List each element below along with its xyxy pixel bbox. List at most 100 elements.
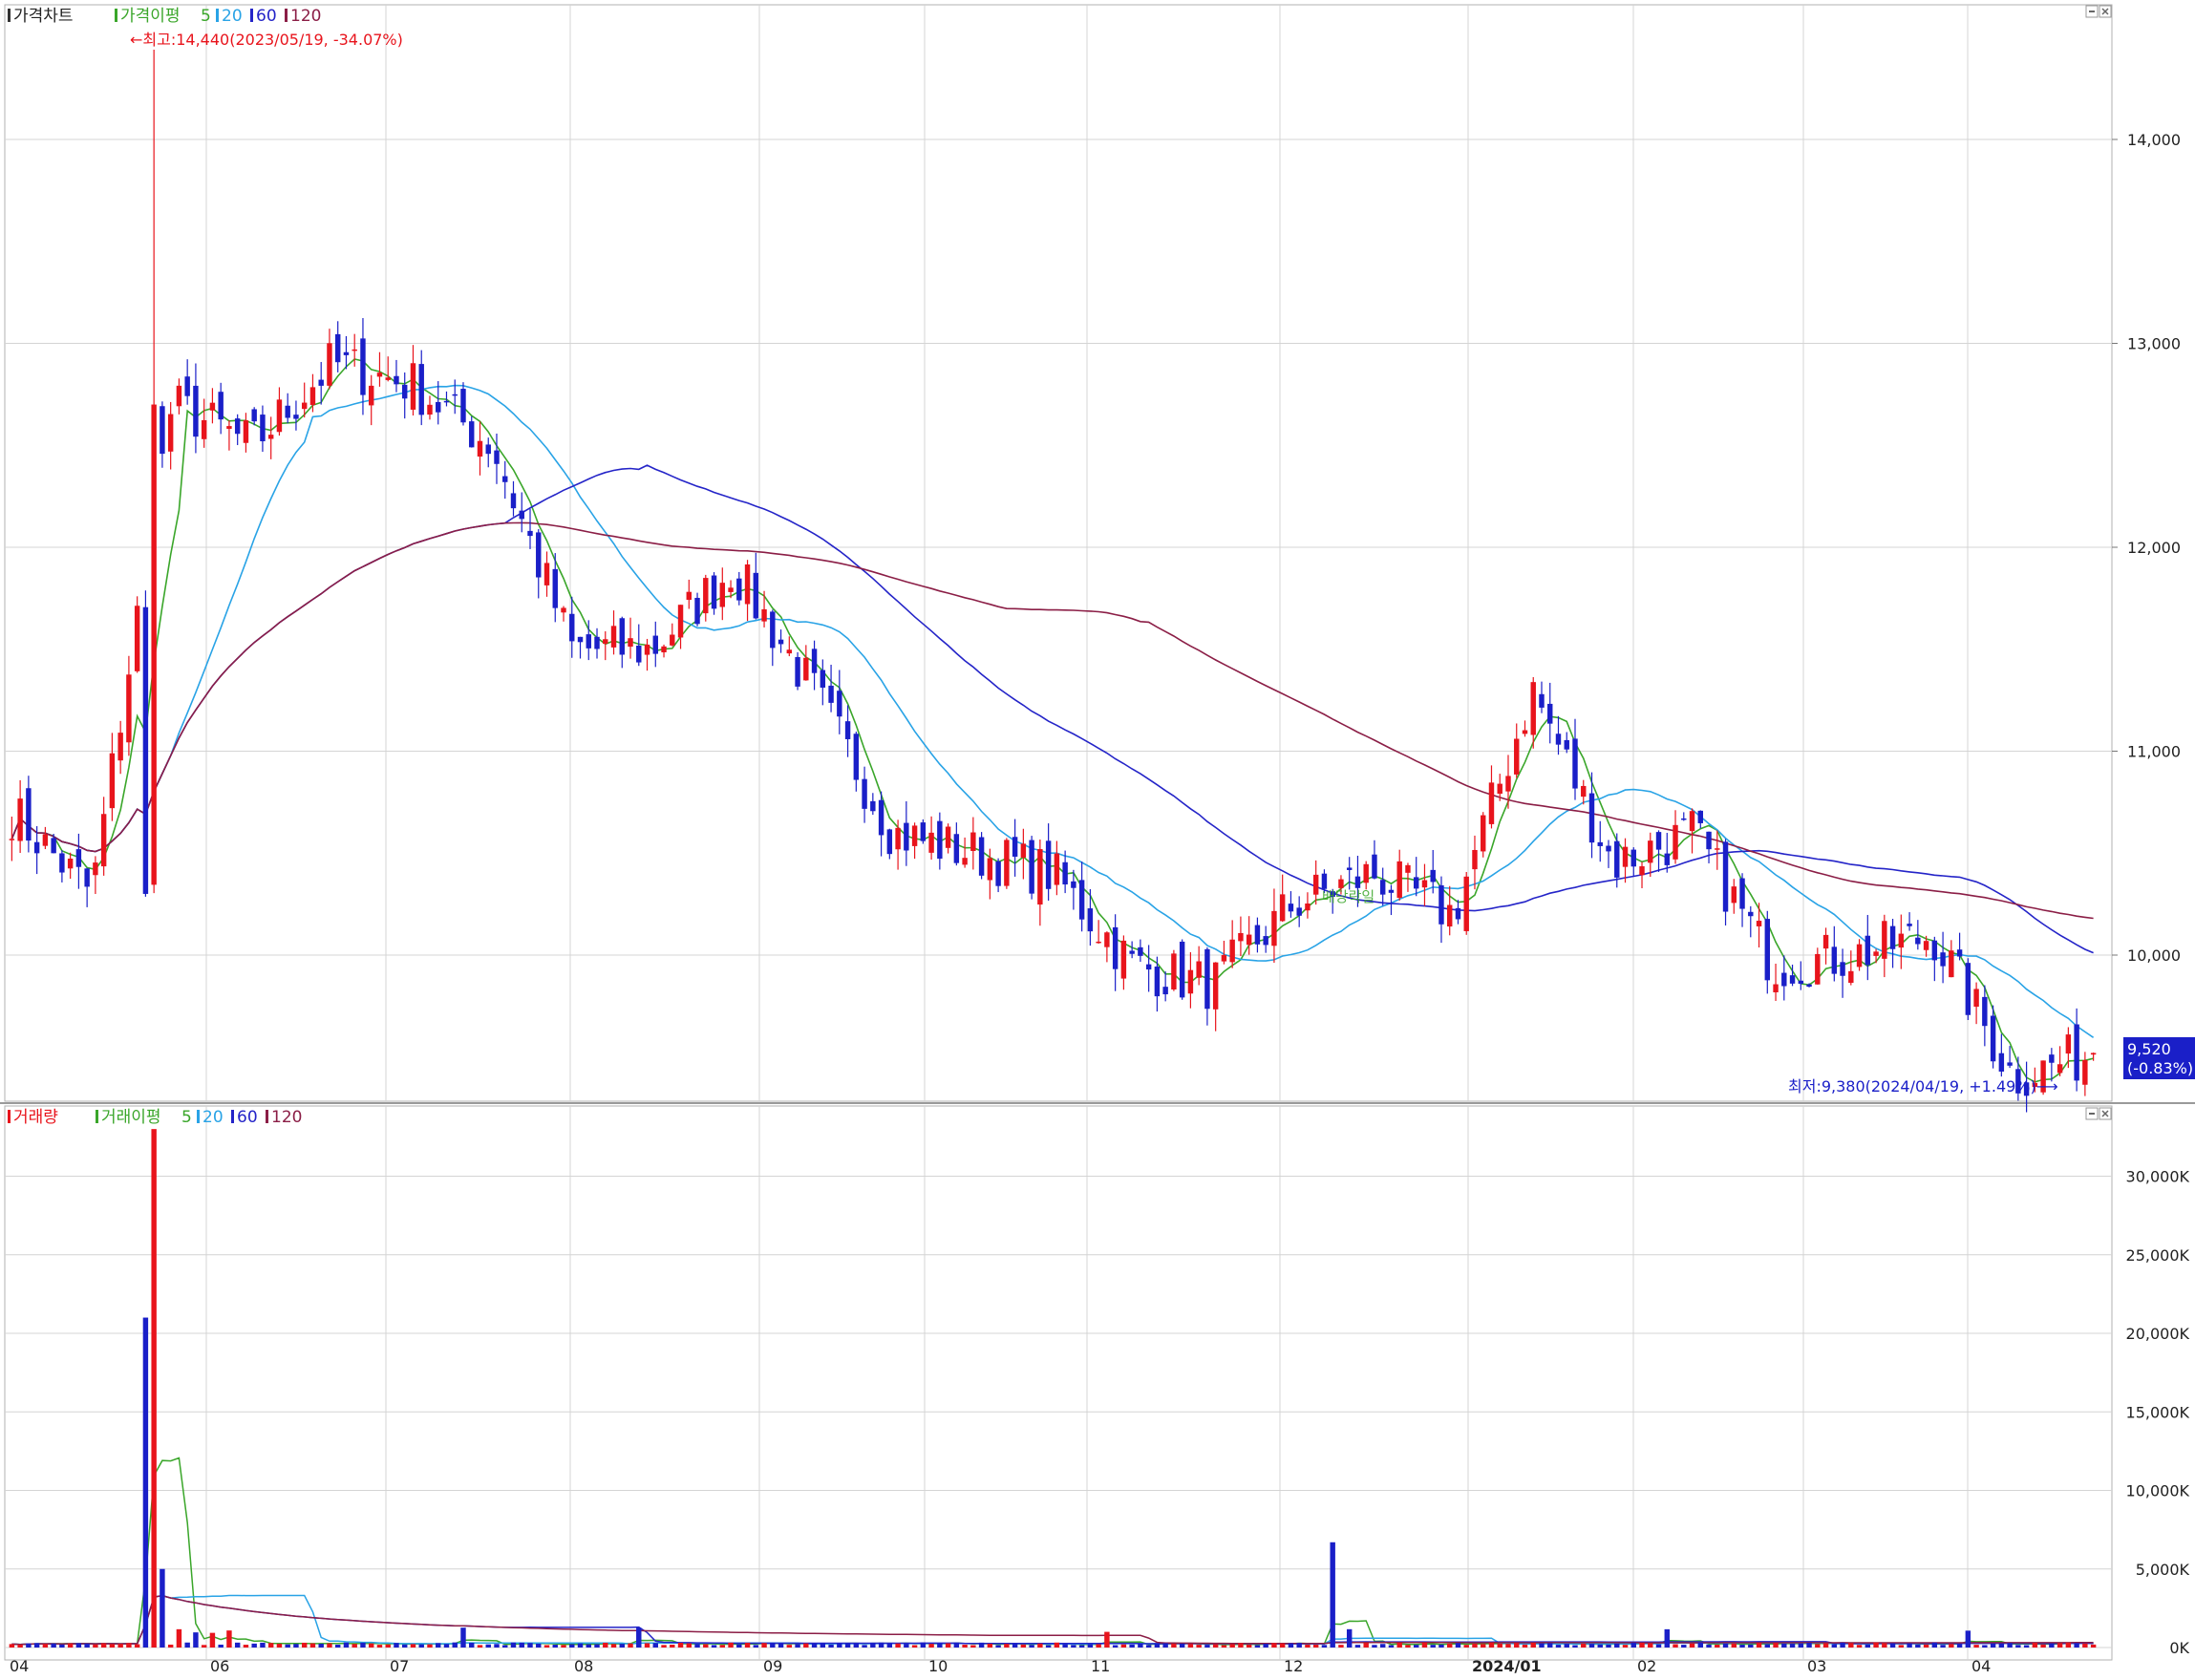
volume-bar [2074,1643,2079,1648]
candle-body [2015,1069,2021,1094]
candle-body [1179,941,1185,998]
candle-body [1305,903,1311,911]
candle-body [394,375,399,385]
candle-body [1865,935,1871,966]
candle-body [761,608,767,622]
candle-body [962,858,968,865]
volume-bar [1773,1643,1779,1648]
volume-bar [33,1643,40,1648]
volume-bar [17,1645,23,1648]
volume-legend: 거래량 거래이평 5 20 60 120 [8,1108,302,1127]
volume-bar [93,1644,98,1648]
candle-body [1689,811,1695,832]
candle-body [2074,1024,2079,1081]
candle-body [2023,1082,2030,1096]
volume-bar [1472,1644,1478,1648]
volume-bar [953,1642,960,1648]
volume-bar [2007,1643,2013,1648]
volume-bar [978,1642,985,1648]
volume-bar [1413,1645,1419,1648]
volume-bar [1597,1644,1603,1648]
candle-body [970,832,976,851]
volume-bar [285,1644,290,1648]
volume-tick-label: 15,000K [2126,1403,2190,1421]
volume-bar [84,1643,90,1648]
candle-body [1822,934,1829,949]
volume-bar [59,1644,65,1648]
candle-body [1706,831,1712,850]
candle-body [418,364,424,415]
volume-bar [209,1632,216,1648]
volume-bar [1171,1644,1177,1648]
volume-bar [1856,1645,1863,1648]
candle-body [1096,941,1101,944]
volume-bar [1681,1645,1687,1648]
volume-bar [1865,1644,1871,1648]
volume-bar [1940,1645,1946,1648]
volume-bar [519,1642,524,1648]
x-tick-label: 06 [210,1657,229,1675]
volume-bar [327,1643,332,1648]
volume-bar [1630,1642,1636,1648]
price-panel-minimize-icon[interactable] [2085,5,2099,18]
candle-body [494,450,500,464]
candle-body [1145,964,1152,970]
candle-body [628,638,633,648]
candle-body [1187,969,1194,994]
candle-body [9,839,15,840]
volume-bar [1931,1642,1938,1648]
volume-bar [904,1644,909,1648]
candle-body [527,530,533,537]
candle-body [870,800,876,812]
candle-body [1212,962,1219,1010]
candle-body [1697,810,1703,823]
candle-body [586,634,591,649]
candle-body [661,646,667,653]
price-legend-ma60: 60 [256,7,277,26]
x-tick-label: 02 [1637,1657,1656,1675]
volume-panel-minimize-icon[interactable] [2085,1107,2099,1120]
volume-bar [928,1644,934,1648]
candle-body [276,399,283,433]
candle-body [828,685,834,703]
price-tick-label: 12,000 [2127,539,2181,557]
candle-body [1898,933,1905,948]
candle-body [945,826,951,848]
candle-body [2065,1034,2072,1054]
candle-body [1372,854,1377,879]
candle-body [603,639,608,645]
candle-body [1238,932,1244,942]
volume-bar [1722,1643,1729,1648]
candle-body [736,578,742,601]
volume-bar [251,1643,257,1648]
candle-body [1764,919,1771,981]
candle-body [1078,880,1085,920]
candle-body [1522,730,1528,734]
candle-body [1438,884,1444,925]
volume-bar [1037,1643,1043,1648]
candle-body [1806,984,1812,988]
volume-bar [828,1644,834,1648]
volume-bar [1138,1643,1143,1648]
volume-bar [167,1644,174,1648]
volume-bar [1354,1645,1361,1648]
price-panel-close-icon[interactable] [2099,5,2112,18]
candle-body [703,578,709,614]
candle-body [1296,907,1302,916]
candle-body [1354,876,1361,888]
volume-bar [1179,1643,1185,1648]
volume-bar [1004,1644,1010,1648]
volume-bar [2023,1645,2030,1648]
candle-body [1430,869,1436,883]
candle-body [1271,910,1277,946]
volume-bar [193,1632,199,1648]
candle-body [368,385,374,406]
volume-bar [1564,1644,1569,1648]
candle-body [778,639,784,645]
candle-body [352,349,357,351]
volume-bar [1806,1643,1812,1648]
candle-body [485,444,491,455]
volume-bar [1882,1643,1887,1648]
volume-panel-close-icon[interactable] [2099,1107,2112,1120]
